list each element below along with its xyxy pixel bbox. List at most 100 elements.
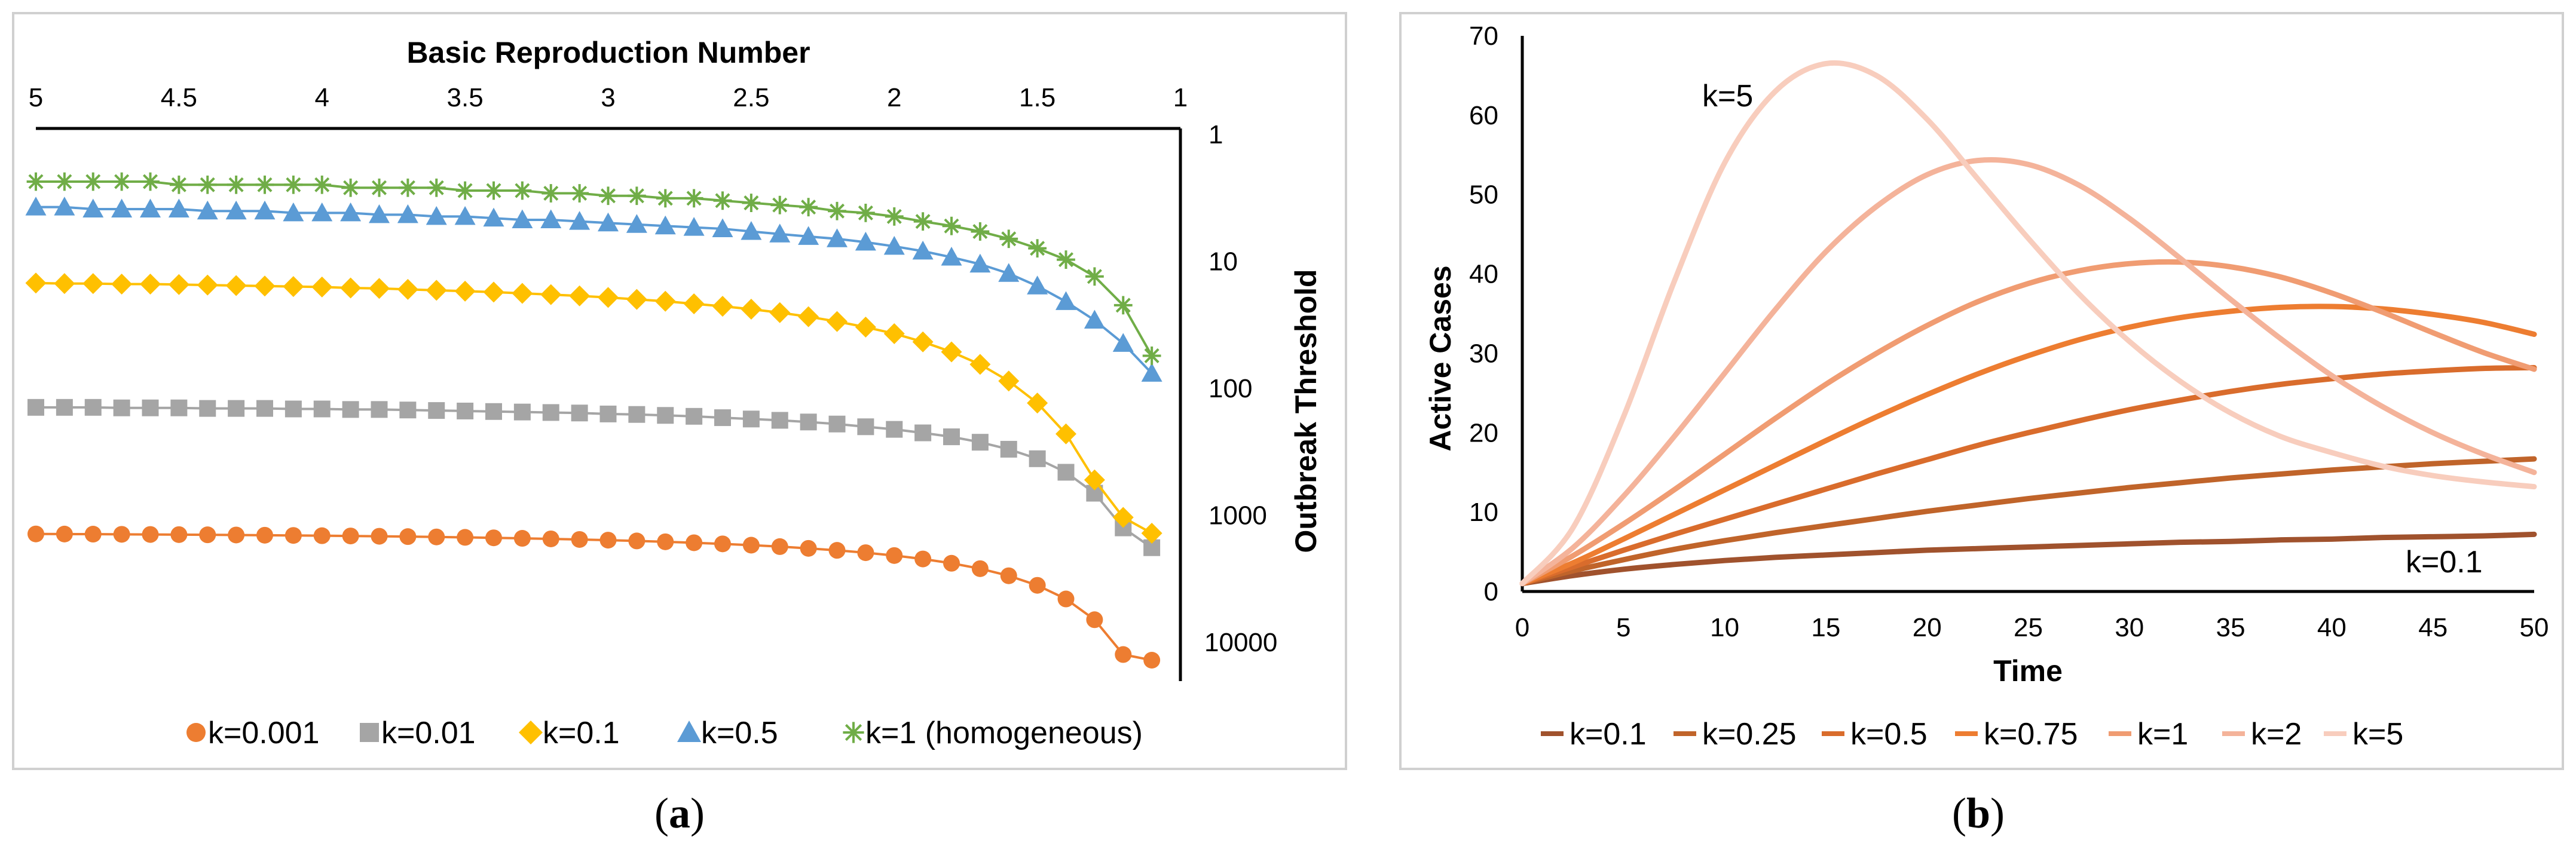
data-point-k=0.001 xyxy=(886,547,903,564)
data-point-k=0.001 xyxy=(284,527,302,544)
data-point-k=0.01 xyxy=(313,400,331,418)
data-point-k=0.001 xyxy=(170,526,188,543)
data-point-k=0.5 xyxy=(140,198,161,218)
data-point-k=0.1 xyxy=(798,306,819,327)
data-point-k=1 (homogeneous) xyxy=(1028,239,1047,258)
data-point-k=0.001 xyxy=(399,528,417,545)
data-point-k=1 (homogeneous) xyxy=(255,175,274,194)
data-point-k=0.1 xyxy=(855,317,876,338)
data-point-k=0.5 xyxy=(827,228,848,247)
data-point-k=0.01 xyxy=(27,398,44,416)
panel-b-x-tick: 35 xyxy=(2216,613,2245,642)
data-point-k=0.001 xyxy=(714,535,731,553)
panel-b-legend-item: k=1 xyxy=(2109,717,2188,752)
data-point-k=1 (homogeneous) xyxy=(1085,267,1104,286)
data-point-k=1 (homogeneous) xyxy=(713,191,732,210)
data-point-k=0.1 xyxy=(454,280,476,302)
data-point-k=0.001 xyxy=(371,528,388,545)
series-line-k=0.001 xyxy=(35,532,1152,661)
panel-b-y-tick: 40 xyxy=(1469,260,1498,289)
data-point-k=0.1 xyxy=(683,293,705,315)
data-point-k=1 (homogeneous) xyxy=(55,172,74,191)
data-point-k=0.001 xyxy=(199,526,216,544)
legend-label: k=1 xyxy=(2137,717,2188,752)
data-point-k=1 (homogeneous) xyxy=(313,175,332,194)
series-line-k=0.5 xyxy=(36,206,1153,375)
data-point-k=0.001 xyxy=(943,554,960,572)
data-point-k=0.001 xyxy=(1057,590,1075,608)
data-point-k=0.1 xyxy=(512,283,533,304)
data-point-k=0.01 xyxy=(828,415,846,433)
data-point-k=1 (homogeneous) xyxy=(684,189,703,208)
data-point-k=0.1 xyxy=(654,290,676,312)
panel-b-x-tick: 0 xyxy=(1515,613,1529,642)
data-point-k=0.001 xyxy=(113,526,130,543)
panel-a-legend-item: k=0.01 xyxy=(360,716,476,750)
data-point-k=0.5 xyxy=(598,212,619,232)
data-point-k=0.001 xyxy=(513,530,531,547)
data-point-k=0.1 xyxy=(369,278,390,299)
series-line-k=5 xyxy=(1519,60,2537,587)
panel-a: Basic Reproduction Number Outbreak Thres… xyxy=(12,12,1347,837)
panel-a-x-tick: 1.5 xyxy=(1019,83,1056,112)
data-point-k=0.5 xyxy=(712,218,733,237)
panel-b-legend-item: k=2 xyxy=(2222,717,2302,752)
data-point-k=0.01 xyxy=(56,398,73,416)
data-point-k=0.1 xyxy=(82,273,104,295)
panel-b-legend: k=0.1 k=0.25 k=0.5 k=0.75 k=1 k=2 k=5 xyxy=(1541,717,2403,752)
data-point-k=0.001 xyxy=(742,537,760,554)
data-point-k=0.01 xyxy=(971,434,989,451)
data-point-k=0.001 xyxy=(1000,567,1017,584)
data-point-k=1 (homogeneous) xyxy=(885,207,904,226)
panel-b-x-tick: 5 xyxy=(1616,613,1630,642)
data-point-k=0.01 xyxy=(857,418,874,436)
data-point-k=0.001 xyxy=(914,550,932,568)
data-point-k=1 (homogeneous) xyxy=(856,203,875,222)
data-point-k=0.5 xyxy=(654,215,676,235)
data-point-k=0.001 xyxy=(571,531,588,548)
data-point-k=0.01 xyxy=(686,407,703,425)
panel-a-x-tick: 2 xyxy=(887,83,901,112)
data-point-k=0.001 xyxy=(771,538,788,555)
data-point-k=0.001 xyxy=(228,526,245,544)
data-point-k=0.01 xyxy=(399,401,417,419)
data-point-k=1 (homogeneous) xyxy=(913,212,932,231)
data-point-k=0.1 xyxy=(912,331,934,352)
data-point-k=1 (homogeneous) xyxy=(742,194,761,212)
panel-b-x-tick: 40 xyxy=(2317,613,2346,642)
data-point-k=1 (homogeneous) xyxy=(599,186,617,206)
panel-a-caption: (a) xyxy=(654,789,705,837)
data-point-k=0.5 xyxy=(798,226,819,245)
data-point-k=0.001 xyxy=(84,526,102,543)
data-point-k=0.001 xyxy=(142,526,159,543)
data-point-k=1 (homogeneous) xyxy=(971,222,990,241)
panel-b-y-tick: 30 xyxy=(1469,339,1498,368)
data-point-k=0.5 xyxy=(855,231,876,251)
panel-a-x-tick: 5 xyxy=(29,83,43,112)
data-point-k=0.5 xyxy=(225,200,247,220)
data-point-k=0.5 xyxy=(283,202,304,222)
data-point-k=0.5 xyxy=(969,253,991,273)
panel-a-x-tick: 3.5 xyxy=(447,83,484,112)
series-line-k=2 xyxy=(1519,157,2537,587)
panel-b-caption-letter: b xyxy=(1966,789,1990,837)
panel-a-legend-item: k=0.5 xyxy=(677,716,778,750)
panel-a-y-title: Outbreak Threshold xyxy=(1289,269,1323,553)
data-point-k=0.5 xyxy=(569,211,591,230)
data-point-k=0.5 xyxy=(111,198,133,218)
data-point-k=1 (homogeneous) xyxy=(370,178,388,197)
series-line-k=0.1 xyxy=(35,281,1153,535)
data-point-k=0.1 xyxy=(998,370,1020,392)
legend-label: k=0.1 xyxy=(1570,717,1647,752)
data-point-k=0.1 xyxy=(540,284,562,305)
panel-b-y-tick: 0 xyxy=(1484,577,1498,606)
legend-marker-k=1 (homogeneous) xyxy=(843,722,864,743)
data-point-k=0.001 xyxy=(342,528,359,545)
data-point-k=0.01 xyxy=(142,399,159,416)
data-point-k=1 (homogeneous) xyxy=(398,178,417,197)
data-point-k=0.001 xyxy=(457,529,474,546)
data-point-k=0.5 xyxy=(1027,275,1048,295)
data-point-k=0.1 xyxy=(969,354,991,375)
data-point-k=0.001 xyxy=(686,534,703,551)
data-point-k=0.01 xyxy=(170,399,188,416)
